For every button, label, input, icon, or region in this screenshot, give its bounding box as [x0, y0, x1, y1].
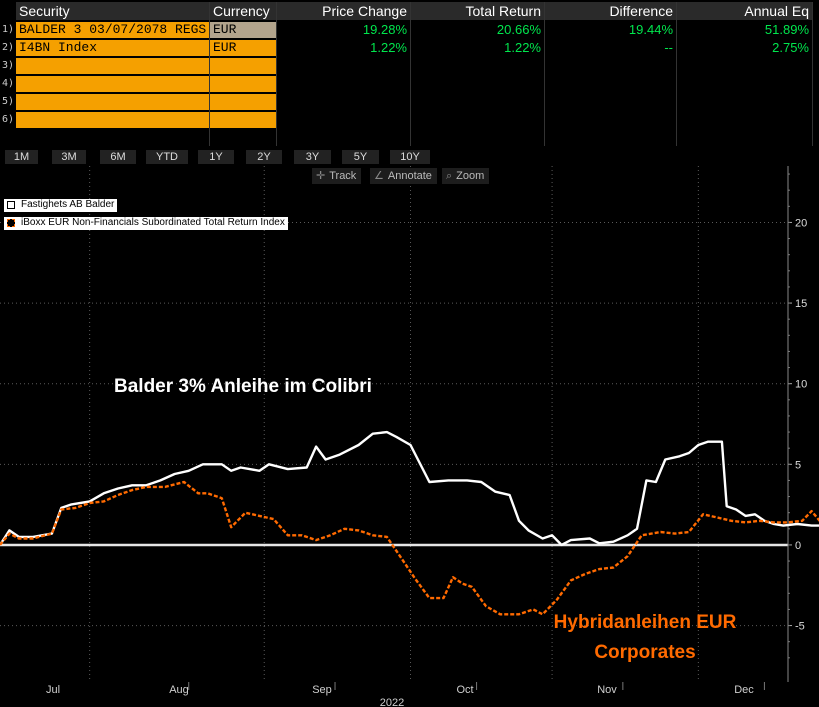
x-tick-label: Oct	[456, 684, 473, 696]
x-tick-label: Dec	[734, 684, 754, 696]
column-divider	[544, 2, 545, 146]
annotation-hybrid: Hybridanleihen EUR Corporates	[540, 608, 750, 668]
header-difference[interactable]: Difference	[545, 2, 676, 20]
range-button-1m[interactable]: 1M	[5, 150, 38, 164]
legend-item-balder[interactable]: Fastighets AB Balder	[4, 199, 118, 212]
chart-legend: Fastighets AB Balder iBoxx EUR Non-Finan…	[4, 194, 288, 230]
y-tick-label: 10	[795, 379, 807, 391]
security-cell[interactable]	[16, 76, 209, 92]
header-security[interactable]: Security	[16, 2, 209, 20]
security-cell[interactable]	[16, 58, 209, 74]
range-button-2y[interactable]: 2Y	[246, 150, 282, 164]
magnifier-icon: ⌕	[446, 170, 453, 182]
range-button-10y[interactable]: 10Y	[390, 150, 430, 164]
legend-label: Fastighets AB Balder	[21, 199, 115, 210]
legend-label: iBoxx EUR Non-Financials Subordinated To…	[21, 217, 285, 228]
crosshair-icon: ✛	[316, 170, 326, 182]
currency-cell[interactable]: EUR	[210, 22, 276, 38]
column-divider	[410, 2, 411, 146]
track-label: Track	[329, 170, 357, 182]
series-line-iboxx	[0, 480, 819, 616]
total-return-cell: 20.66%	[496, 22, 541, 37]
legend-item-iboxx[interactable]: iBoxx EUR Non-Financials Subordinated To…	[4, 217, 288, 230]
total-return-cell: 1.22%	[504, 40, 541, 55]
annotate-button[interactable]: ∠ Annotate	[370, 168, 437, 184]
annotation-hybrid-line1: Hybridanleihen EUR	[553, 612, 737, 633]
row-number: 4)	[2, 78, 15, 89]
difference-cell: 19.44%	[628, 22, 673, 37]
row-number: 3)	[2, 60, 15, 71]
currency-cell[interactable]	[210, 94, 276, 110]
x-tick-label: Jul	[46, 684, 60, 696]
row-number: 6)	[2, 114, 15, 125]
x-tick-label: Sep	[312, 684, 332, 696]
header-price-change[interactable]: Price Change	[277, 2, 410, 20]
header-annual-eq[interactable]: Annual Eq	[677, 2, 812, 20]
y-tick-label: 15	[795, 298, 807, 310]
currency-cell[interactable]	[210, 112, 276, 128]
security-cell[interactable]: BALDER 3 03/07/2078 REGS C	[16, 22, 209, 38]
y-tick-label: 0	[795, 540, 801, 552]
currency-cell[interactable]	[210, 76, 276, 92]
x-axis-label: 2022	[380, 697, 404, 707]
security-cell[interactable]	[16, 94, 209, 110]
range-button-6m[interactable]: 6M	[100, 150, 136, 164]
range-selector: 1M 3M 6M YTD 1Y 2Y 3Y 5Y 10Y	[0, 148, 819, 166]
zoom-label: Zoom	[456, 170, 485, 182]
row-number: 1)	[2, 24, 15, 35]
header-total-return[interactable]: Total Return	[411, 2, 544, 20]
range-button-5y[interactable]: 5Y	[342, 150, 379, 164]
pencil-icon: ∠	[374, 170, 384, 182]
security-table: Security Currency Price Change Total Ret…	[0, 0, 819, 148]
annotation-hybrid-line2: Corporates	[594, 642, 696, 663]
annotation-balder: Balder 3% Anleihe im Colibri	[114, 376, 372, 397]
row-number: 5)	[2, 96, 15, 107]
annotate-label: Annotate	[387, 170, 432, 182]
column-divider	[276, 2, 277, 146]
line-chart[interactable]: Jul Aug Sep Oct Nov Dec 2022 -5 0 5 10 15 20	[0, 166, 819, 707]
y-tick-label: 5	[795, 459, 801, 471]
row-number: 2)	[2, 42, 15, 53]
currency-cell[interactable]: EUR	[210, 40, 276, 56]
range-button-3m[interactable]: 3M	[52, 150, 86, 164]
header-currency[interactable]: Currency	[210, 2, 276, 20]
annual-eq-cell: 51.89%	[764, 22, 809, 37]
legend-swatch-orange	[7, 219, 15, 227]
difference-cell: --	[664, 40, 673, 55]
price-change-cell: 1.22%	[370, 40, 407, 55]
y-tick-label: 20	[795, 217, 807, 229]
annual-eq-cell: 2.75%	[772, 40, 809, 55]
security-cell[interactable]	[16, 112, 209, 128]
security-cell[interactable]: I4BN Index	[16, 40, 209, 56]
currency-cell[interactable]	[210, 58, 276, 74]
range-button-ytd[interactable]: YTD	[146, 150, 188, 164]
series-line-balder	[0, 430, 819, 547]
column-divider	[676, 2, 677, 146]
column-divider	[209, 2, 210, 146]
x-tick-label: Nov	[597, 684, 617, 696]
column-divider	[812, 2, 813, 146]
range-button-1y[interactable]: 1Y	[198, 150, 234, 164]
price-change-cell: 19.28%	[362, 22, 407, 37]
y-tick-label: -5	[795, 621, 805, 633]
track-button[interactable]: ✛ Track	[312, 168, 362, 184]
x-tick-label: Aug	[169, 684, 189, 696]
legend-swatch-white	[7, 201, 15, 209]
range-button-3y[interactable]: 3Y	[294, 150, 331, 164]
zoom-button[interactable]: ⌕ Zoom	[442, 168, 490, 184]
